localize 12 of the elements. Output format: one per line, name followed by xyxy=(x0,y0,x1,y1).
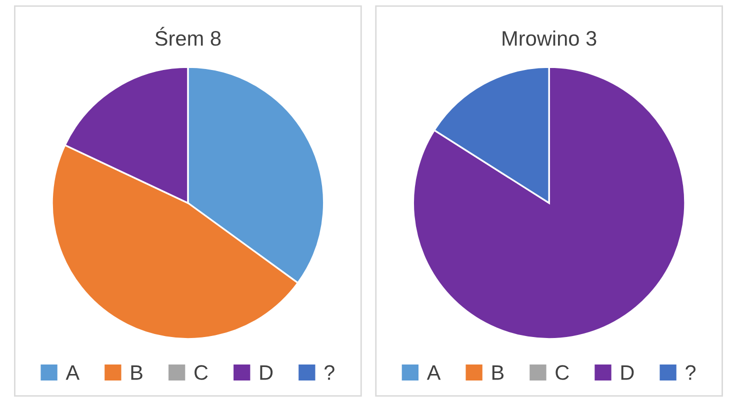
category-label: B xyxy=(492,365,504,380)
legend-label: C xyxy=(194,365,208,380)
legend-label: ? xyxy=(324,365,334,380)
legend-label: D xyxy=(260,365,273,380)
legend-label: ? xyxy=(686,365,696,380)
legend-label: B xyxy=(131,365,142,380)
category-label: A xyxy=(426,365,441,380)
legend-label: C xyxy=(556,365,569,380)
chart-title: Śrem 8 xyxy=(155,26,221,46)
legend-label: D xyxy=(621,365,634,380)
legend-label: A xyxy=(66,365,80,380)
chart-title: Mrowino 3 xyxy=(502,30,596,46)
